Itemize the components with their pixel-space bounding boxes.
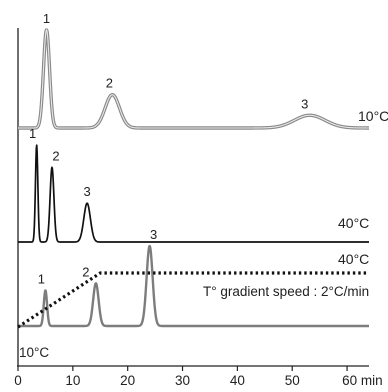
- trace-bottom: [17, 244, 370, 328]
- peak-label-bottom-1: 1: [38, 271, 45, 286]
- trace-top: [16, 28, 371, 130]
- x-tick-label-0: 0: [14, 373, 22, 388]
- peak-label-bottom-3: 3: [150, 227, 157, 242]
- x-tick-label-10: 10: [65, 373, 80, 388]
- x-axis: 0 10 20 30 40 50 60 min: [14, 365, 383, 388]
- peak-label-middle-1: 1: [29, 126, 36, 141]
- gradient-line: [17, 271, 369, 329]
- trace-top-highlight: [18, 28, 369, 129]
- x-tick-label-50: 50: [285, 373, 300, 388]
- trace-label-top: 10°C: [358, 108, 388, 124]
- annotations: 1 2 3 10°C 1 2 3 40°C 1 2 3: [29, 11, 388, 286]
- trace-label-middle: 40°C: [338, 215, 369, 231]
- gradient-start-label: 10°C: [19, 345, 49, 360]
- peak-label-top-3: 3: [301, 96, 308, 111]
- chromatogram-traces: [16, 28, 371, 328]
- x-tick-label-60: 60 min: [342, 373, 383, 388]
- peak-label-middle-2: 2: [52, 148, 59, 163]
- gradient-speed-label: T° gradient speed : 2°C/min: [203, 284, 369, 299]
- peak-label-top-2: 2: [106, 76, 113, 91]
- peak-label-bottom-2: 2: [82, 264, 89, 279]
- gradient-end-label: 40°C: [338, 251, 369, 267]
- peak-label-middle-3: 3: [83, 184, 90, 199]
- temperature-gradient: T° gradient speed : 2°C/min 10°C 40°C: [17, 251, 369, 360]
- x-tick-label-30: 30: [175, 373, 190, 388]
- peak-label-top-1: 1: [43, 11, 50, 26]
- x-tick-label-40: 40: [230, 373, 245, 388]
- x-tick-label-20: 20: [120, 373, 135, 388]
- trace-middle: [17, 144, 370, 243]
